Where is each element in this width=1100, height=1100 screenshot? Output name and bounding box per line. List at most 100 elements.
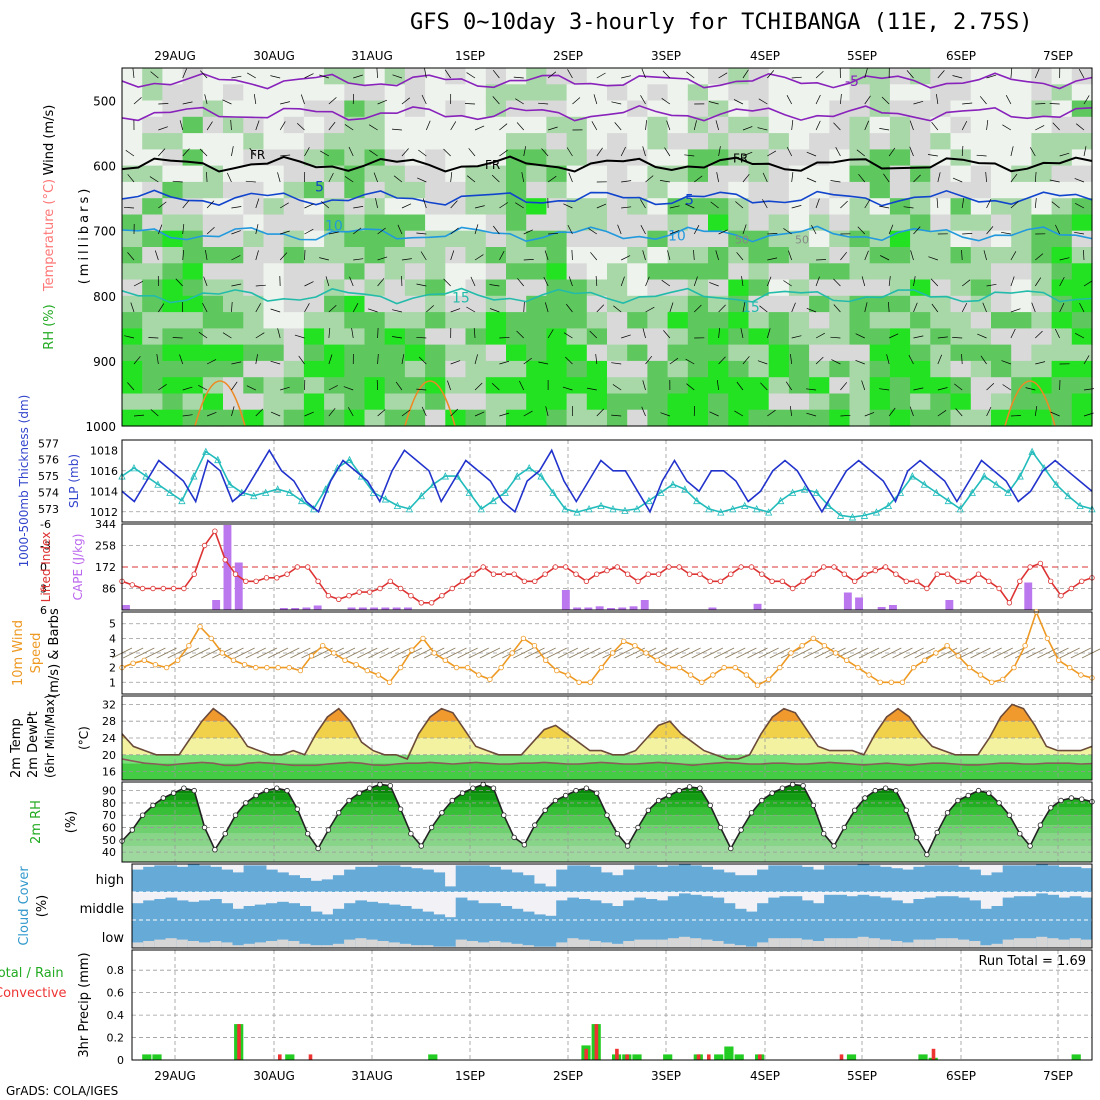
rh-cell bbox=[1071, 149, 1093, 167]
cloud-cell bbox=[578, 939, 591, 948]
cloud-cell bbox=[1069, 866, 1082, 892]
cloud-cell bbox=[623, 920, 635, 948]
rh2m-series-point bbox=[222, 831, 228, 837]
wind-barb bbox=[304, 281, 314, 287]
cloud-cell bbox=[757, 920, 769, 948]
rh-cell bbox=[162, 198, 184, 216]
isotherm-label: 15 bbox=[742, 300, 760, 316]
rh-cell bbox=[182, 377, 204, 395]
rh-cell bbox=[1031, 214, 1053, 232]
rh-cell bbox=[344, 409, 366, 427]
rh-cell bbox=[667, 214, 689, 232]
surface-wind-barb bbox=[1014, 647, 1036, 659]
rh-cell bbox=[425, 263, 446, 281]
rh-fill bbox=[122, 815, 1092, 826]
lifted-index-series-point bbox=[418, 600, 424, 606]
cloud-cell bbox=[199, 920, 211, 948]
rh-cell bbox=[687, 393, 709, 411]
thickness-tick-label: 575 bbox=[38, 470, 59, 483]
rh-cell bbox=[910, 133, 931, 150]
rh-cell bbox=[364, 263, 386, 281]
rh-cell bbox=[809, 263, 830, 281]
cape-bar bbox=[122, 605, 130, 610]
rh-cell bbox=[687, 100, 709, 118]
cloud-cell bbox=[891, 941, 903, 948]
rh-cell bbox=[748, 312, 770, 329]
thickness-series-point bbox=[609, 504, 617, 513]
rh-cell bbox=[465, 230, 487, 248]
cloud-cell bbox=[656, 900, 669, 920]
isotherm-line bbox=[121, 287, 1093, 305]
rh-cell bbox=[869, 263, 891, 281]
rh-cell bbox=[546, 84, 568, 102]
rh-cell bbox=[1011, 344, 1032, 362]
lifted-index-series-point bbox=[511, 571, 517, 577]
cloud-cell bbox=[444, 946, 457, 948]
rh-cell bbox=[687, 181, 709, 199]
wind-barb bbox=[568, 172, 573, 183]
cloud-cell bbox=[824, 938, 836, 948]
rh-cell bbox=[182, 84, 204, 102]
cloud-cell bbox=[466, 865, 479, 892]
wind-barb bbox=[1035, 253, 1044, 261]
cloud-cell bbox=[332, 908, 345, 920]
isotherm-line bbox=[404, 380, 456, 427]
isotherm-line bbox=[121, 72, 1093, 90]
wind-barb bbox=[617, 224, 622, 235]
rh-cell bbox=[263, 214, 285, 232]
wind-barb bbox=[1083, 95, 1090, 105]
rh-cell bbox=[627, 344, 648, 362]
wind-barb bbox=[733, 99, 744, 105]
rh-cell bbox=[768, 328, 790, 346]
cloud-cell bbox=[478, 920, 490, 948]
wind-barb bbox=[270, 411, 281, 417]
rh-cell bbox=[526, 165, 547, 183]
rh-cell bbox=[202, 263, 224, 281]
wind-barb bbox=[693, 249, 695, 261]
rh2m-series-point bbox=[635, 824, 641, 831]
lifted-index-series-point bbox=[1047, 578, 1054, 584]
wind-barb bbox=[718, 304, 726, 313]
rh-cell bbox=[485, 165, 507, 183]
rh-cell bbox=[910, 181, 931, 199]
lifted-index-series-point bbox=[346, 593, 352, 599]
rh-cell bbox=[728, 263, 750, 281]
lifted-index-series-point bbox=[356, 589, 362, 595]
rh-cell bbox=[162, 149, 184, 167]
wind-barb bbox=[640, 225, 646, 235]
thickness-series-point bbox=[202, 447, 210, 455]
rh-cell bbox=[586, 409, 608, 427]
wind10-series-point bbox=[141, 657, 147, 663]
wind-barb bbox=[1010, 328, 1016, 339]
rh-cell bbox=[283, 409, 305, 427]
wind10-series-point bbox=[832, 650, 839, 656]
rh-cell bbox=[142, 312, 163, 329]
wind-barb bbox=[401, 258, 412, 261]
wind-barb bbox=[204, 94, 208, 105]
wind-barb bbox=[493, 225, 500, 235]
rh-cell bbox=[465, 247, 487, 264]
wind-barb bbox=[296, 122, 305, 131]
thickness-tick-label: 574 bbox=[38, 486, 59, 499]
rh2m-series-point bbox=[594, 790, 600, 796]
rh-cell bbox=[364, 198, 386, 216]
lifted-index-series-point bbox=[821, 564, 827, 570]
wind-barb bbox=[931, 303, 939, 313]
rh-cell bbox=[788, 409, 810, 427]
rh-cell bbox=[1031, 328, 1053, 346]
thickness-series-point bbox=[130, 463, 138, 472]
rh-cell bbox=[667, 68, 689, 85]
rh-cell bbox=[748, 116, 770, 134]
rh-cell bbox=[425, 149, 446, 167]
cloud-level-label: middle bbox=[80, 902, 124, 917]
wind-barb bbox=[353, 74, 363, 79]
lifted-index-series-point bbox=[1006, 600, 1013, 606]
rh-cell bbox=[526, 360, 547, 378]
lifted-index-series-point bbox=[428, 600, 435, 606]
cloud-cell bbox=[232, 945, 245, 948]
lifted-index-series-point bbox=[1027, 564, 1033, 570]
rh-cell bbox=[889, 116, 911, 134]
rh-cell bbox=[930, 133, 952, 150]
wind10-series-point bbox=[1011, 664, 1017, 671]
rh-cell bbox=[607, 84, 628, 102]
